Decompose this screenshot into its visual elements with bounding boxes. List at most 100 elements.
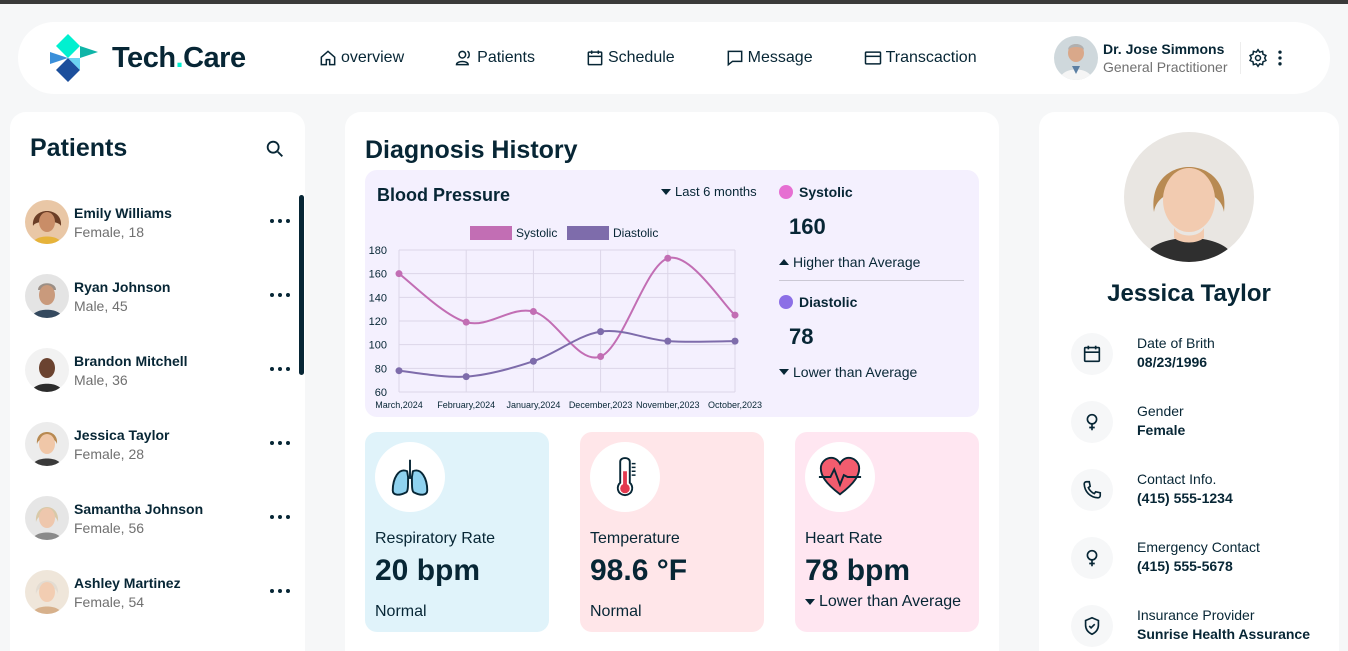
chart-y-tick-label: 140 <box>369 292 387 304</box>
heart-rate-icon <box>818 456 862 496</box>
more-horizontal-icon[interactable] <box>268 361 292 377</box>
female-icon <box>1086 413 1098 431</box>
patient-list-scrollbar[interactable] <box>299 195 304 375</box>
legend-label-diastolic: Diastolic <box>613 226 658 240</box>
nav-patients[interactable]: Patients <box>454 48 535 68</box>
vital-value: 98.6 °F <box>590 554 688 587</box>
respiratory-rate-card: Respiratory Rate 20 bpm Normal <box>365 432 549 632</box>
blood-pressure-summary: Systolic 160 Higher than Average Diastol… <box>779 170 969 417</box>
main-nav: overview Patients Schedule Message Trans… <box>318 22 1027 94</box>
legend-label-systolic: Systolic <box>516 226 557 240</box>
nav-transaction[interactable]: Transcaction <box>863 48 977 68</box>
heart-rate-icon-wrap <box>805 442 875 512</box>
doctor-avatar <box>1054 36 1098 80</box>
diastolic-dot <box>779 295 793 309</box>
systolic-point <box>529 308 537 316</box>
shield-check-icon <box>1084 616 1100 636</box>
vital-value: 20 bpm <box>375 554 481 587</box>
vital-status: Lower than Average <box>805 593 961 611</box>
patient-meta: Male, 45 <box>74 297 128 314</box>
patient-avatar <box>25 200 69 244</box>
patient-name: Jessica Taylor <box>74 426 170 443</box>
profile-field-contact: Contact Info. (415) 555-1234 <box>1071 467 1331 513</box>
chart-y-tick-label: 100 <box>369 340 387 352</box>
more-horizontal-icon[interactable] <box>268 287 292 303</box>
chart-x-tick-label: November,2023 <box>636 400 700 410</box>
phone-icon <box>1083 480 1102 499</box>
systolic-note: Higher than Average <box>779 254 920 270</box>
diastolic-line <box>398 330 736 378</box>
nav-schedule[interactable]: Schedule <box>585 48 675 68</box>
calendar-icon <box>1083 345 1101 363</box>
systolic-label: Systolic <box>779 184 853 200</box>
more-horizontal-icon[interactable] <box>268 213 292 229</box>
chart-x-tick-label: March,2024 <box>375 400 423 410</box>
profile-name: Jessica Taylor <box>1107 280 1271 307</box>
blood-pressure-title: Blood Pressure <box>377 185 511 205</box>
more-horizontal-icon[interactable] <box>268 583 292 599</box>
diastolic-label: Diastolic <box>779 294 857 310</box>
patient-name: Emily Williams <box>74 204 172 221</box>
vital-value: 78 bpm <box>805 554 911 587</box>
lungs-icon <box>391 459 429 496</box>
profile-field-emergency: Emergency Contact (415) 555-5678 <box>1071 535 1331 581</box>
more-vertical-icon[interactable] <box>1270 48 1290 68</box>
more-horizontal-icon[interactable] <box>268 509 292 525</box>
search-icon[interactable] <box>264 138 286 160</box>
more-horizontal-icon[interactable] <box>268 435 292 451</box>
patient-meta: Female, 56 <box>74 519 145 536</box>
calendar-icon <box>587 50 603 66</box>
patient-profile-panel: Jessica Taylor Date of Brith 08/23/1996 … <box>1039 112 1339 651</box>
chart-x-tick-label: January,2024 <box>506 400 560 410</box>
patient-avatar <box>25 274 69 318</box>
header-divider <box>1240 42 1241 74</box>
chart-y-tick-label: 180 <box>369 245 387 257</box>
diastolic-value: 78 <box>789 324 814 349</box>
vital-label: Temperature <box>590 530 680 547</box>
chart-y-tick-label: 160 <box>369 269 387 281</box>
nav-message[interactable]: Message <box>725 48 813 68</box>
diagnosis-title: Diagnosis History <box>365 136 578 164</box>
app-name: Tech.Care <box>112 41 246 74</box>
vital-status: Normal <box>590 603 642 620</box>
patient-list-item[interactable]: Ryan Johnson Male, 45 <box>10 259 305 333</box>
legend-swatch-diastolic <box>567 226 609 240</box>
gear-icon[interactable] <box>1248 48 1268 68</box>
home-icon <box>320 50 336 66</box>
diastolic-note: Lower than Average <box>779 364 917 380</box>
vital-label: Heart Rate <box>805 530 883 547</box>
diastolic-point <box>597 328 605 336</box>
arrow-down-icon <box>779 369 789 375</box>
diastolic-point <box>731 337 739 345</box>
patient-list-item[interactable]: Ashley Martinez Female, 54 <box>10 555 305 629</box>
patient-list-item[interactable]: Samantha Johnson Female, 56 <box>10 481 305 555</box>
systolic-dot <box>779 185 793 199</box>
patient-name: Ryan Johnson <box>74 278 171 295</box>
nav-overview[interactable]: overview <box>318 48 404 68</box>
systolic-point <box>664 254 672 262</box>
patient-meta: Female, 54 <box>74 593 145 610</box>
chart-x-tick-label: December,2023 <box>569 400 633 410</box>
patient-avatar <box>25 422 69 466</box>
diastolic-point <box>395 367 403 375</box>
patient-list-item[interactable]: Brandon Mitchell Male, 36 <box>10 333 305 407</box>
vital-status: Normal <box>375 603 427 620</box>
arrow-up-icon <box>779 259 789 265</box>
time-range-dropdown[interactable]: Last 6 months <box>661 184 757 199</box>
chart-y-tick-label: 60 <box>375 387 387 399</box>
chart-y-tick-label: 80 <box>375 363 387 375</box>
patient-list-item[interactable]: Jessica Taylor Female, 28 <box>10 407 305 481</box>
legend-swatch-systolic <box>470 226 512 240</box>
doctor-role: General Practitioner <box>1103 59 1228 75</box>
patient-meta: Male, 36 <box>74 371 128 388</box>
patient-list-item[interactable]: Emily Williams Female, 18 <box>10 185 305 259</box>
app-logo[interactable]: Tech.Care <box>50 34 246 82</box>
systolic-point <box>731 311 739 319</box>
blood-pressure-card: 180 160 140 120 100 80 60 March,2024 February,20… <box>365 170 979 417</box>
systolic-point <box>462 318 470 326</box>
doctor-profile[interactable]: Dr. Jose Simmons General Practitioner <box>1054 36 1228 80</box>
profile-avatar <box>1124 132 1254 262</box>
temperature-card: Temperature 98.6 °F Normal <box>580 432 764 632</box>
patients-title: Patients <box>30 134 128 162</box>
